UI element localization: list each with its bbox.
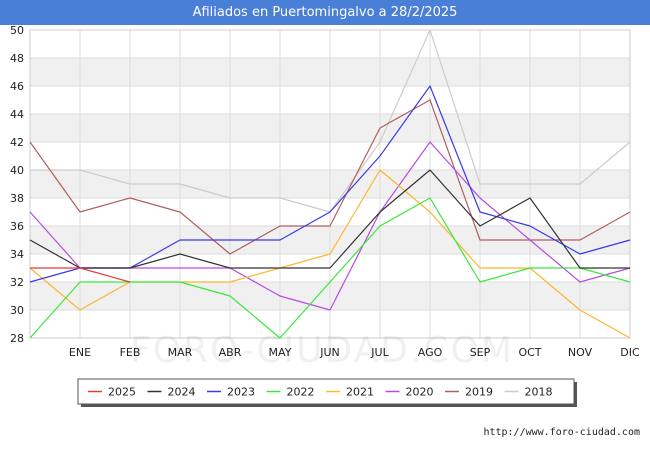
- x-tick-label: MAY: [269, 346, 292, 359]
- source-url: http://www.foro-ciudad.com: [483, 427, 640, 438]
- series-lines: [29, 29, 631, 339]
- legend-label-2019: 2019: [465, 386, 493, 399]
- axes: 28 30 32 34 36 38 40 42 44 46 48 50 ENE FEB MAR ABR MAY J…: [10, 24, 640, 359]
- y-tick-label: 46: [10, 80, 24, 93]
- y-tick-label: 34: [10, 248, 24, 261]
- x-tick-label: JUN: [319, 346, 340, 359]
- x-tick-label: FEB: [120, 346, 141, 359]
- x-tick-label: ENE: [69, 346, 91, 359]
- y-tick-label: 36: [10, 220, 24, 233]
- x-tick-label: OCT: [518, 346, 541, 359]
- legend-label-2018: 2018: [525, 386, 553, 399]
- x-tick-label: MAR: [168, 346, 193, 359]
- y-tick-label: 38: [10, 192, 24, 205]
- legend-label-2020: 2020: [406, 386, 434, 399]
- y-tick-label: 44: [10, 108, 24, 121]
- x-tick-label: JUL: [370, 346, 389, 359]
- x-tick-label: ABR: [219, 346, 242, 359]
- legend-label-2021: 2021: [346, 386, 374, 399]
- x-tick-label: AGO: [418, 346, 443, 359]
- y-tick-label: 30: [10, 304, 24, 317]
- y-tick-label: 40: [10, 164, 24, 177]
- x-tick-label: SEP: [470, 346, 491, 359]
- y-tick-label: 50: [10, 24, 24, 37]
- x-tick-label: DIC: [620, 346, 640, 359]
- legend-label-2022: 2022: [287, 386, 315, 399]
- legend: 2025 2024 2023 2022 2021 2020 2019 2018: [77, 378, 577, 407]
- y-tick-label: 48: [10, 52, 24, 65]
- y-tick-label: 32: [10, 276, 24, 289]
- legend-label-2023: 2023: [227, 386, 255, 399]
- chart-title: Afiliados en Puertomingalvo a 28/2/2025: [0, 0, 650, 25]
- plot-frame: [29, 29, 631, 339]
- legend-label-2025: 2025: [108, 386, 136, 399]
- legend-label-2024: 2024: [168, 386, 196, 399]
- x-tick-label: NOV: [568, 346, 593, 359]
- y-tick-label: 28: [10, 332, 24, 345]
- series-line-2025: [30, 267, 131, 283]
- series-line-2024: [29, 169, 630, 269]
- y-tick-label: 42: [10, 136, 24, 149]
